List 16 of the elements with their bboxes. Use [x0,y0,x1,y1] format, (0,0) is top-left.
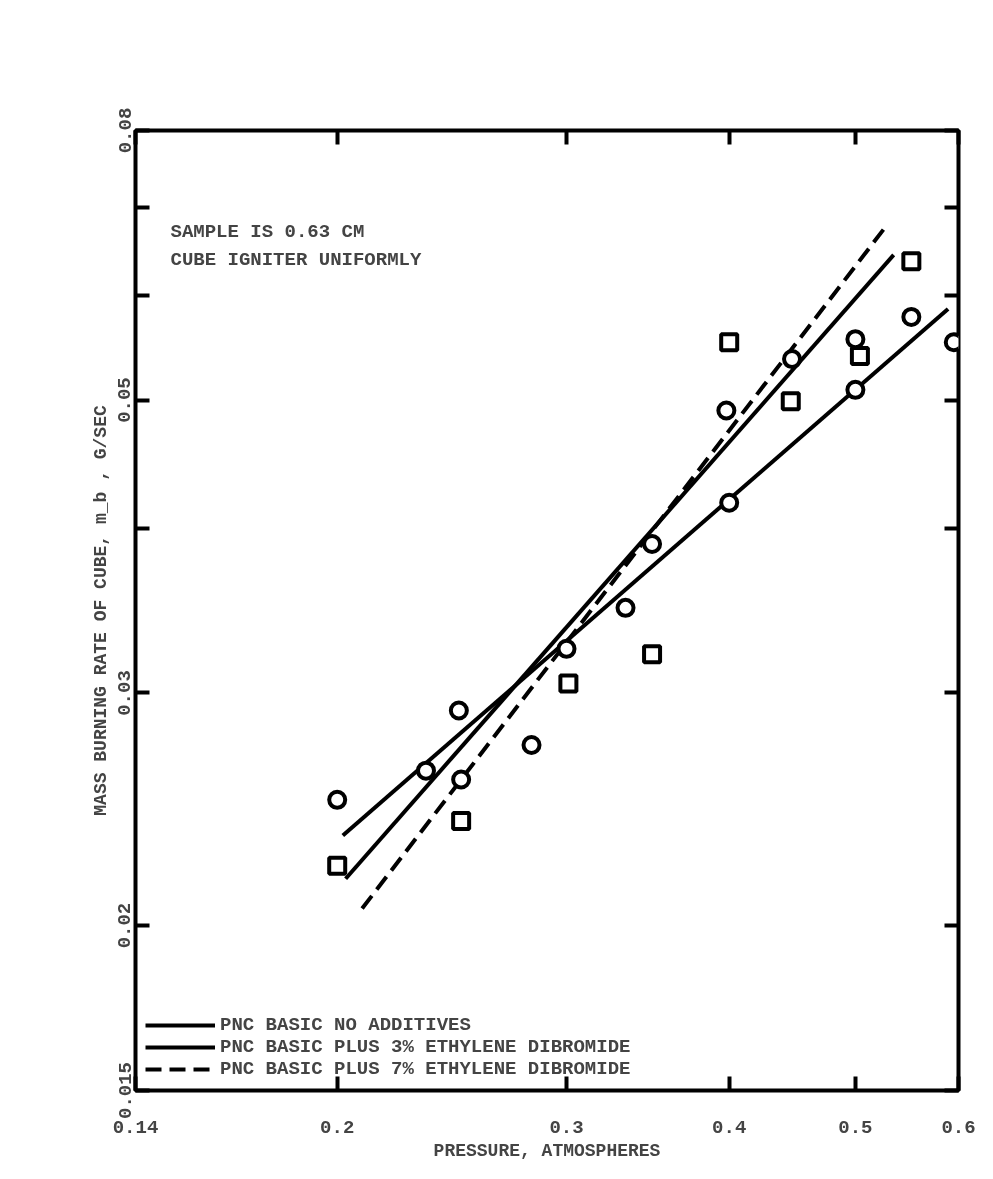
x-tick-label: 0.3 [549,1116,584,1139]
legend-label: PNC BASIC PLUS 7% ETHYLENE DIBROMIDE [220,1058,631,1080]
x-tick-label: 0.5 [838,1116,873,1139]
annotation: SAMPLE IS 0.63 CM CUBE IGNITER UNIFORMLY [170,220,422,272]
legend-label: PNC BASIC NO ADDITIVES [220,1014,471,1036]
legend-label: PNC BASIC PLUS 3% ETHYLENE DIBROMIDE [220,1036,631,1058]
y-tick-label: 0.015 [114,1061,137,1119]
x-tick-label: 0.4 [712,1116,747,1139]
y-axis-title: MASS BURNING RATE OF CUBE, m_b , G/SEC [90,405,111,816]
y-tick-label: 0.02 [114,902,137,949]
x-axis-title: PRESSURE, ATMOSPHERES [433,1140,661,1161]
x-tick-label: 0.2 [320,1116,355,1139]
x-tick-label: 0.6 [941,1116,976,1139]
y-tick-label: 0.08 [114,107,137,154]
y-tick-label: 0.03 [114,670,137,716]
y-tick-label: 0.05 [114,377,137,423]
